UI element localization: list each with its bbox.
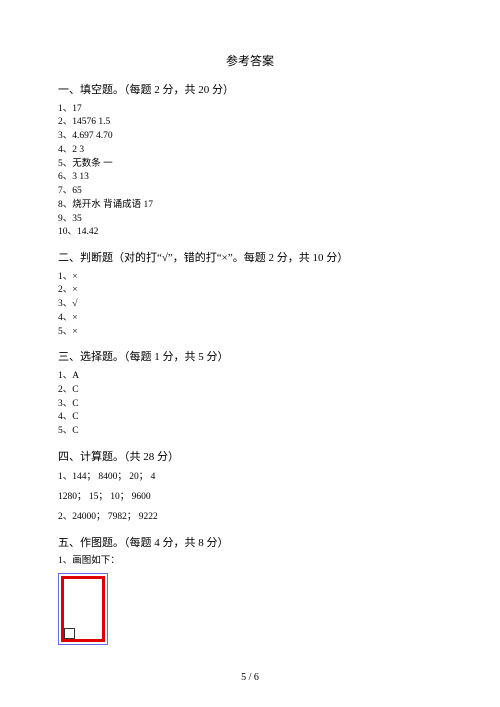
- answer-item: 1、A: [58, 370, 442, 384]
- section4-heading: 四、计算题。（共 28 分）: [58, 449, 442, 466]
- answer-line: 1280； 15； 10； 9600: [58, 491, 442, 505]
- section1-heading: 一、填空题。（每题 2 分，共 20 分）: [58, 82, 442, 99]
- section3-heading: 三、选择题。（每题 1 分，共 5 分）: [58, 349, 442, 366]
- section5-heading: 五、作图题。（每题 4 分，共 8 分）: [58, 535, 442, 552]
- answer-item: 3、4.697 4.70: [58, 130, 442, 144]
- answer-item: 1、×: [58, 271, 442, 285]
- answer-key-page: 参考答案 一、填空题。（每题 2 分，共 20 分） 1、17 2、14576 …: [0, 0, 500, 707]
- answer-item: 8、烧开水 背诵成语 17: [58, 199, 442, 213]
- answer-item: 1、17: [58, 103, 442, 117]
- section5-items: 1、画图如下：: [58, 555, 442, 569]
- section1-items: 1、17 2、14576 1.5 3、4.697 4.70 4、2 3 5、无数…: [58, 103, 442, 241]
- page-title: 参考答案: [58, 52, 442, 70]
- answer-item: 3、C: [58, 398, 442, 412]
- answer-item: 9、35: [58, 213, 442, 227]
- answer-item: 6、3 13: [58, 171, 442, 185]
- page-footer: 5 / 6: [0, 670, 500, 685]
- answer-item: 3、√: [58, 298, 442, 312]
- answer-item: 7、65: [58, 185, 442, 199]
- section3-items: 1、A 2、C 3、C 4、C 5、C: [58, 370, 442, 439]
- section4-items: 1、144； 8400； 20； 4 1280； 15； 10； 9600 2、…: [58, 471, 442, 524]
- answer-item: 5、×: [58, 326, 442, 340]
- answer-line: 1、144； 8400； 20； 4: [58, 471, 442, 485]
- section2-heading: 二、判断题（对的打“√”，错的打“×”。每题 2 分，共 10 分）: [58, 250, 442, 267]
- answer-item: 2、14576 1.5: [58, 116, 442, 130]
- answer-item: 5、C: [58, 425, 442, 439]
- diagram-right-angle-marker: [64, 628, 75, 639]
- answer-item: 2、×: [58, 284, 442, 298]
- answer-item: 10、14.42: [58, 226, 442, 240]
- section2-items: 1、× 2、× 3、√ 4、× 5、×: [58, 271, 442, 340]
- answer-line: 2、24000； 7982； 9222: [58, 511, 442, 525]
- answer-item: 4、C: [58, 411, 442, 425]
- answer-item: 4、×: [58, 312, 442, 326]
- answer-item: 4、2 3: [58, 144, 442, 158]
- answer-item: 1、画图如下：: [58, 555, 442, 569]
- rectangle-diagram: [58, 573, 108, 645]
- answer-item: 2、C: [58, 384, 442, 398]
- answer-item: 5、无数条 一: [58, 158, 442, 172]
